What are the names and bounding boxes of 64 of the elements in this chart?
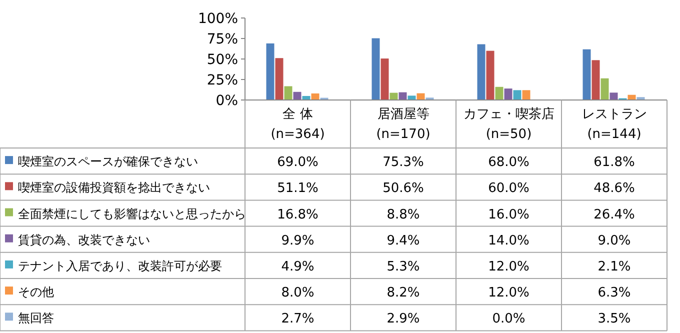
data-label: 12.0% [488,259,530,274]
bar [284,86,292,100]
bar [380,58,389,100]
bar [398,92,407,100]
bar [311,93,320,100]
bar [275,58,284,100]
data-label: 8.8% [386,207,420,222]
data-label: 3.5% [598,312,631,327]
legend-label: 喫煙室の設備投資額を捻出できない [18,180,210,195]
data-label: 61.8% [594,155,635,170]
data-label: 16.8% [277,207,318,222]
x-tick-label: レストラン (n=144) [582,107,647,142]
data-label: 69.0% [277,155,318,170]
data-label: 48.6% [594,181,635,196]
data-label: 9.0% [598,233,631,248]
data-label: 8.2% [386,286,420,301]
bar [390,92,398,100]
y-tick-label: 75% [206,32,238,48]
data-label: 16.0% [488,207,530,222]
bar [504,88,512,100]
data-label: 12.0% [488,286,530,301]
bar [408,96,416,100]
bar [372,38,380,100]
bar [266,43,274,100]
legend-label: 無回答 [18,311,54,326]
data-label: 2.9% [386,312,420,327]
bar [592,60,600,100]
y-tick-label: 50% [206,52,238,68]
data-label: 9.9% [281,233,314,248]
bar [600,78,609,100]
data-label: 50.6% [382,181,424,196]
y-tick-label: 0% [216,93,238,109]
x-tick-label: カフェ・喫茶店 (n=50) [463,106,554,142]
bar [513,90,522,100]
y-tick-label: 25% [206,72,238,88]
data-label: 8.0% [281,286,314,301]
data-label: 5.3% [386,259,420,274]
bar [293,92,302,100]
bar [610,92,618,100]
data-label: 75.3% [382,155,424,170]
legend-label: その他 [18,285,54,300]
data-label: 6.3% [598,286,631,301]
legend-label: テナント入居であり、改装許可が必要 [18,258,222,273]
legend-label: 喫煙室のスペースが確保できない [18,154,198,169]
data-label: 2.1% [598,259,631,274]
data-label: 0.0% [492,312,526,327]
data-label: 60.0% [488,181,530,196]
y-tick-label: 100% [198,11,238,27]
x-tick-label: 全 体 (n=364) [270,107,325,142]
data-label: 4.9% [281,259,314,274]
data-label: 9.4% [386,233,420,248]
x-tick-label: 居酒屋等 (n=170) [376,107,430,142]
bar [495,86,504,100]
bar [477,44,486,100]
data-label: 14.0% [488,233,530,248]
legend-label: 全面禁煙にしても影響はないと思ったから [18,206,246,221]
data-label: 2.7% [281,312,314,327]
bar [582,49,591,100]
data-label: 68.0% [488,155,530,170]
legend-label: 賃貸の為、改装できない [18,232,150,247]
bar [486,50,494,100]
data-label: 51.1% [277,181,318,196]
data-label: 26.4% [594,207,635,222]
bar [522,90,530,100]
